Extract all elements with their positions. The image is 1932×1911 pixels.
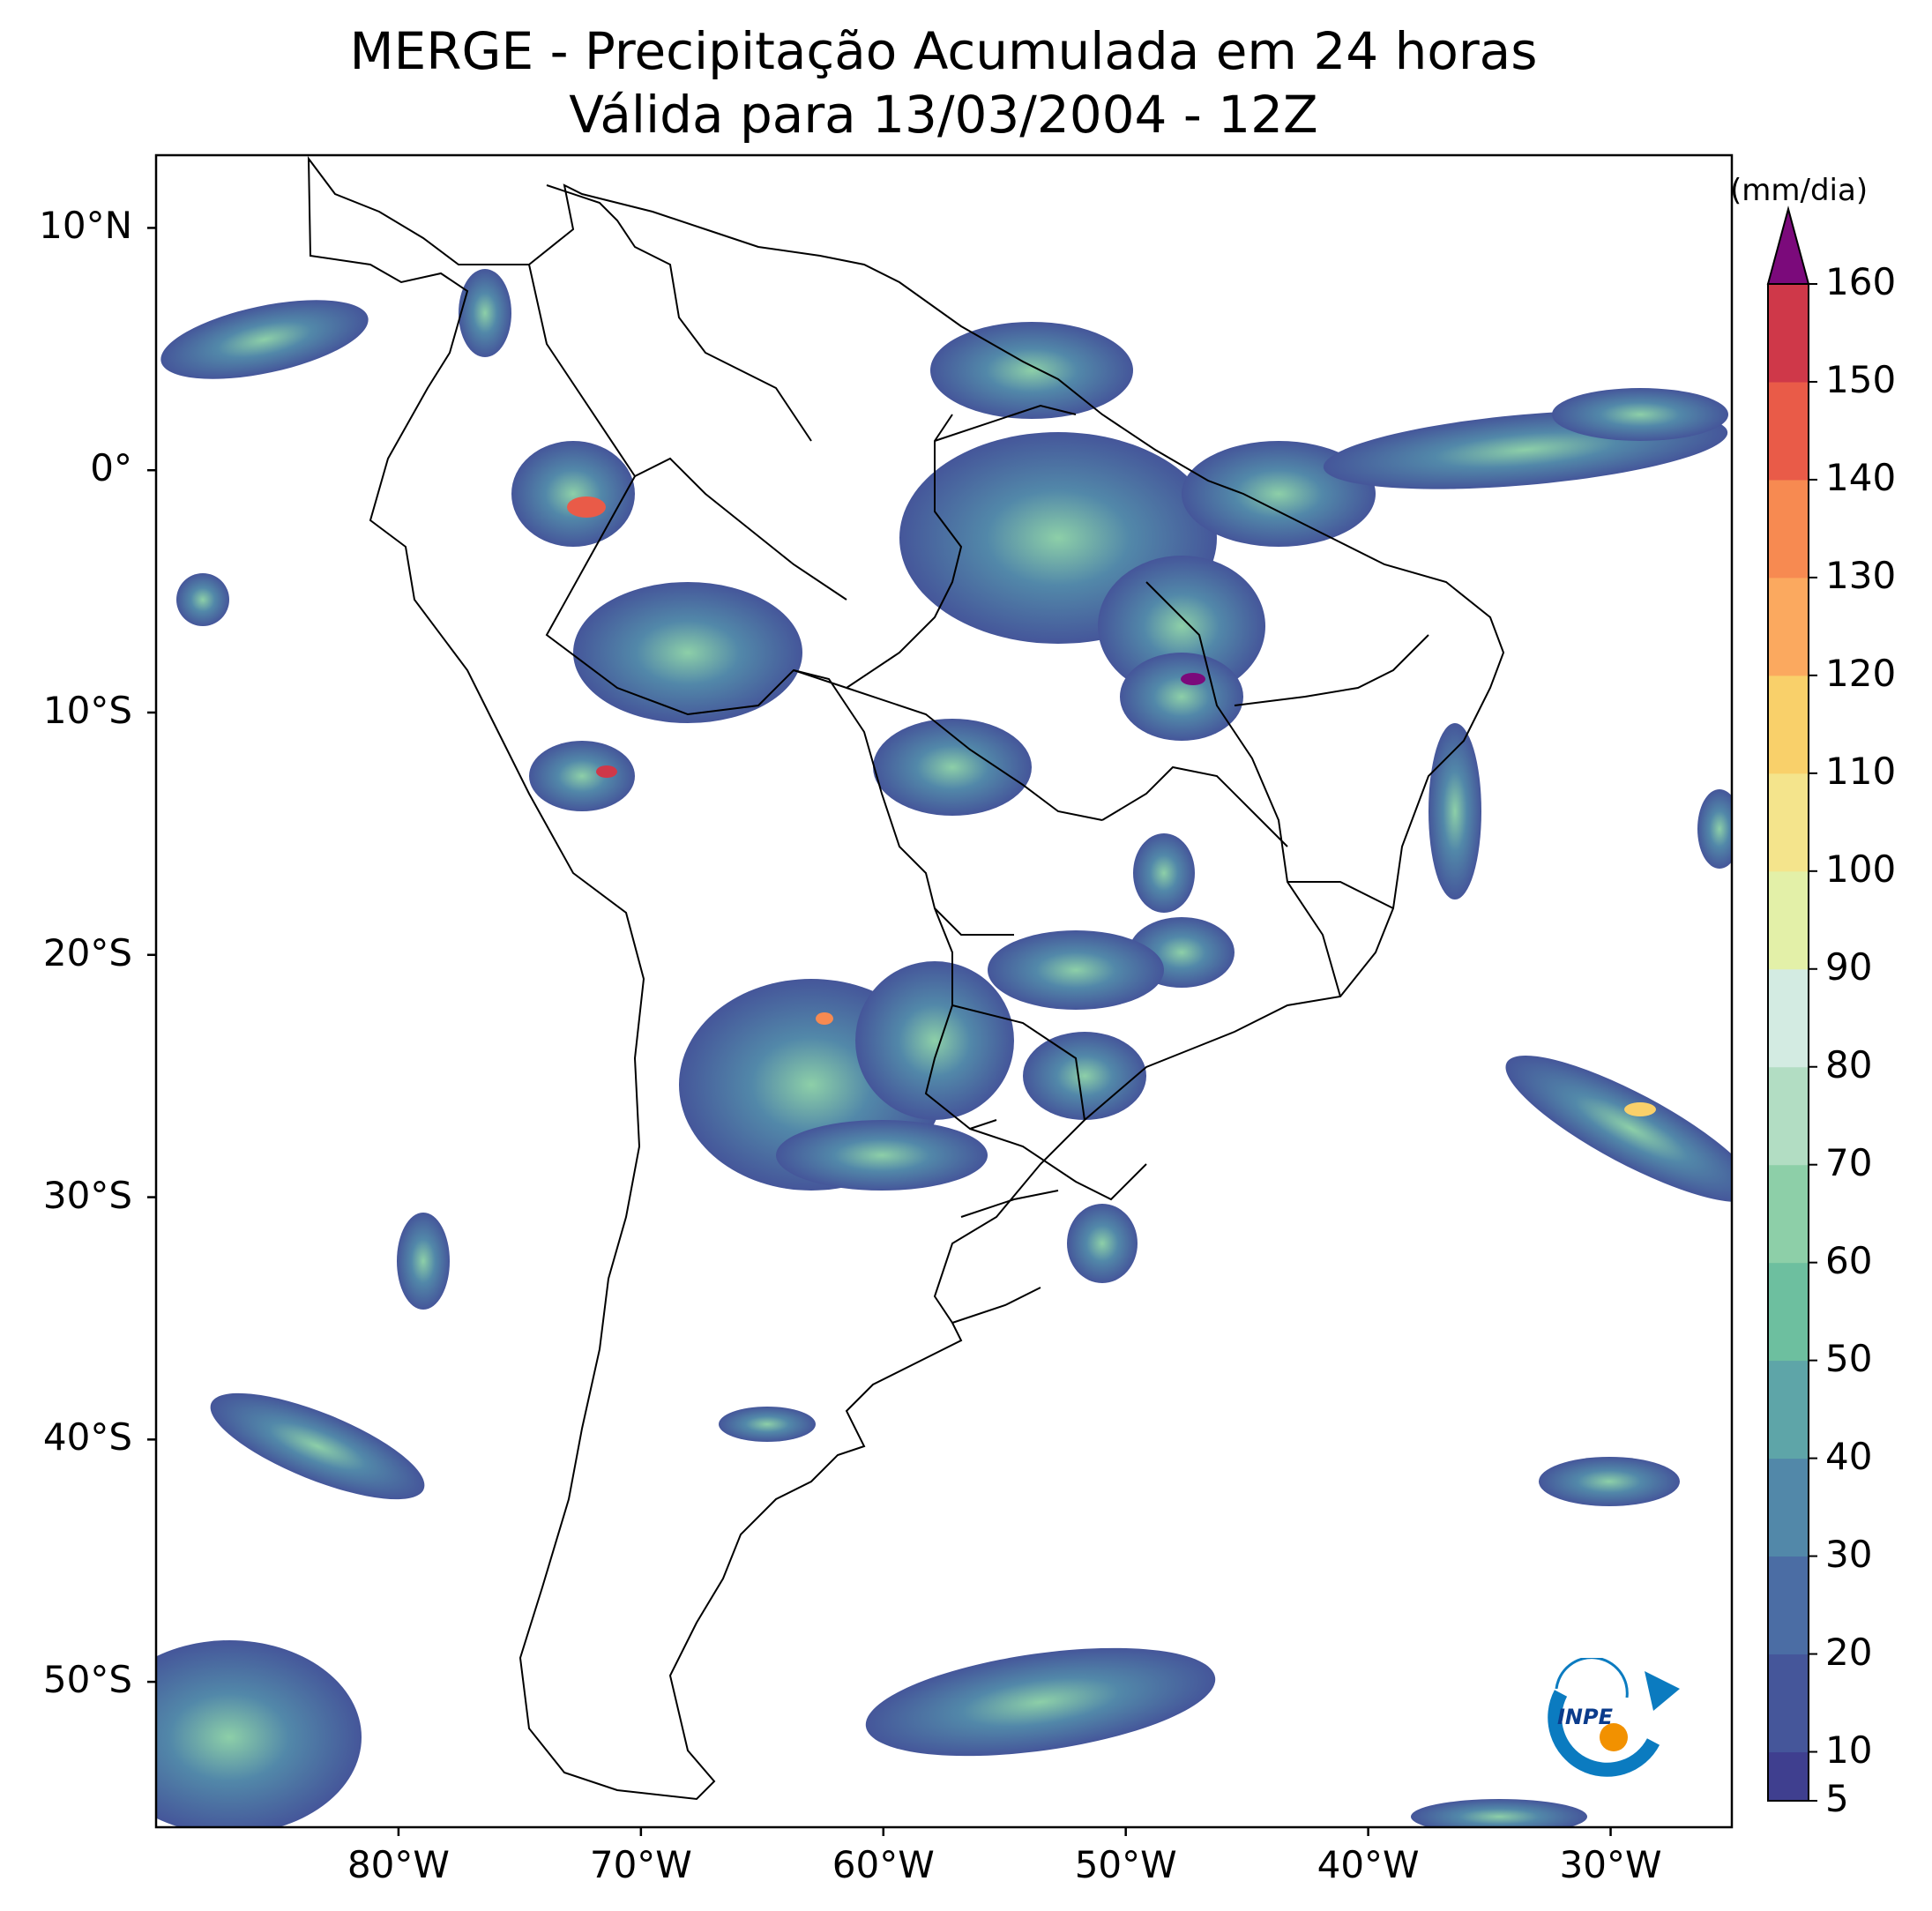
coastline-borders — [307, 155, 1505, 1801]
map-frame — [154, 153, 1734, 1829]
colorbar-outline — [1767, 283, 1809, 1802]
colorbar-tick-label: 80 — [1825, 1042, 1873, 1086]
lat-tick-label: 10°S — [42, 689, 132, 732]
colorbar-tick-label: 110 — [1825, 749, 1897, 793]
colorbar-tick-label: 20 — [1825, 1630, 1873, 1674]
axis-ticks — [147, 227, 1612, 1836]
colorbar-segment — [1768, 1653, 1809, 1753]
lat-tick-label: 0° — [90, 446, 132, 490]
logo-text: INPE — [1557, 1705, 1613, 1729]
colorbar-units: (mm/dia) — [1730, 173, 1869, 208]
colorbar-segment — [1768, 870, 1809, 970]
lat-tick-label: 30°S — [42, 1173, 132, 1217]
colorbar-tick-label: 40 — [1825, 1434, 1873, 1478]
lat-tick-label: 10°N — [39, 204, 132, 248]
lon-tick-label: 50°W — [1074, 1843, 1177, 1886]
colorbar-tick-label: 60 — [1825, 1238, 1873, 1282]
colorbar-tick-label: 50 — [1825, 1336, 1873, 1380]
colorbar-segment — [1768, 1066, 1809, 1166]
chart-title: MERGE - Precipitação Acumulada em 24 hor… — [349, 21, 1538, 81]
colorbar-tick-label: 130 — [1825, 553, 1897, 597]
colorbar-segment — [1768, 1751, 1809, 1802]
colorbar-segment — [1768, 773, 1809, 872]
colorbar — [1766, 205, 1817, 1802]
colorbar-tick-label: 5 — [1825, 1777, 1849, 1820]
colorbar-extend-arrow — [1766, 205, 1810, 285]
lon-tick-label: 60°W — [832, 1843, 935, 1886]
colorbar-tick-label: 70 — [1825, 1140, 1873, 1184]
lat-tick-label: 40°S — [42, 1415, 132, 1459]
precipitation-field — [156, 269, 1732, 1827]
colorbar-tick-label: 90 — [1825, 944, 1873, 989]
inpe-logo — [1548, 1658, 1680, 1777]
colorbar-tick-label: 160 — [1825, 260, 1897, 303]
colorbar-segment — [1768, 675, 1809, 774]
colorbar-segment — [1768, 284, 1809, 383]
colorbar-tick-label: 150 — [1825, 357, 1897, 401]
colorbar-segment — [1768, 1164, 1809, 1264]
lat-tick-label: 50°S — [42, 1658, 132, 1702]
colorbar-tick-label: 100 — [1825, 847, 1897, 891]
colorbar-segment — [1768, 1458, 1809, 1557]
colorbar-tick-label: 120 — [1825, 651, 1897, 695]
lat-tick-label: 20°S — [42, 930, 132, 974]
colorbar-segment — [1768, 381, 1809, 481]
colorbar-segment — [1768, 479, 1809, 579]
lon-tick-label: 40°W — [1317, 1843, 1420, 1886]
lon-tick-label: 80°W — [347, 1843, 450, 1886]
lon-tick-label: 30°W — [1559, 1843, 1662, 1886]
colorbar-segment — [1768, 1262, 1809, 1362]
colorbar-tick-label: 140 — [1825, 455, 1897, 499]
chart-subtitle: Válida para 13/03/2004 - 12Z — [569, 85, 1318, 145]
colorbar-segment — [1768, 1556, 1809, 1655]
colorbar-segment — [1768, 968, 1809, 1068]
lon-tick-label: 70°W — [589, 1843, 692, 1886]
colorbar-segment — [1768, 1360, 1809, 1459]
colorbar-segment — [1768, 577, 1809, 676]
colorbar-tick-label: 10 — [1825, 1728, 1873, 1772]
colorbar-tick-label: 30 — [1825, 1532, 1873, 1576]
